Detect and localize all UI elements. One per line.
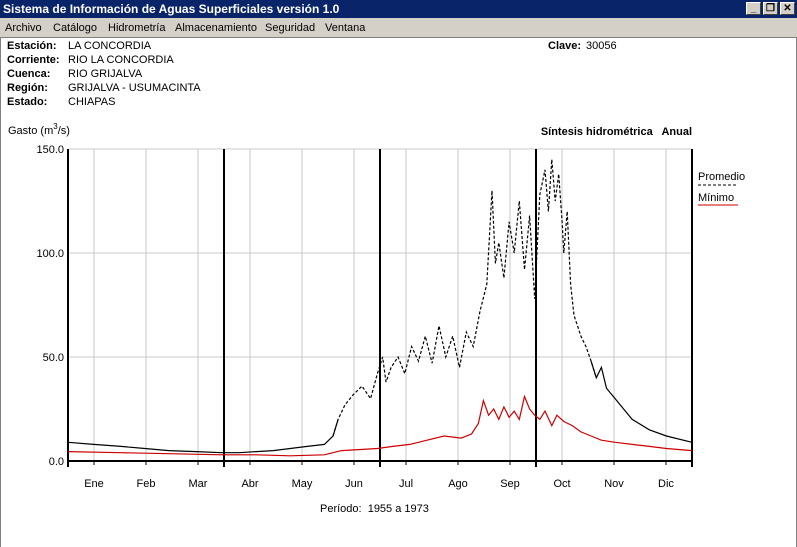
series-line-minimo (67, 394, 693, 457)
region-value: GRIJALVA - USUMACINTA (68, 82, 201, 94)
corriente-label: Corriente: (7, 54, 60, 66)
x-tick-label: Ago (448, 478, 468, 490)
y-axis-label: Gasto (m3/s) (8, 122, 70, 137)
menu-hidrometria[interactable]: Hidrometría (108, 22, 166, 34)
close-icon[interactable]: ✕ (780, 2, 795, 15)
chart-labels: 0.0 50.0 100.0 150.0 Ene Feb Mar Abr May Jun Jul Ag… (36, 144, 674, 490)
series-line-promedio (590, 361, 693, 443)
estacion-value: LA CONCORDIA (68, 40, 152, 52)
menu-archivo[interactable]: Archivo (5, 22, 42, 34)
series-line-promedio (332, 159, 597, 437)
legend-promedio: Promedio (698, 171, 745, 183)
clave-label: Clave: (548, 40, 582, 52)
cuenca-value: RIO GRIJALVA (68, 68, 143, 80)
period-label: Período: 1955 a 1973 (320, 503, 429, 515)
x-tick-label: Jun (345, 478, 363, 490)
y-tick-label: 50.0 (43, 352, 64, 364)
menu-bar: Archivo Catálogo Hidrometría Almacenamie… (0, 18, 797, 38)
menu-ventana[interactable]: Ventana (325, 22, 366, 34)
hydrometric-chart: 0.0 50.0 100.0 150.0 Ene Feb Mar Abr May Jun Jul Ag… (8, 122, 745, 515)
chart-axes (67, 149, 693, 467)
x-tick-label: Mar (189, 478, 208, 490)
chart-series (67, 159, 693, 457)
x-tick-label: Oct (553, 478, 570, 490)
x-tick-label: Ene (84, 478, 104, 490)
menu-seguridad[interactable]: Seguridad (265, 22, 316, 34)
x-tick-label: Nov (604, 478, 624, 490)
window-title: Sistema de Información de Aguas Superfic… (3, 2, 340, 16)
estado-label: Estado: (7, 96, 48, 108)
cuenca-label: Cuenca: (7, 68, 51, 80)
restore-icon[interactable]: ❐ (763, 2, 778, 15)
estacion-label: Estación: (7, 40, 57, 52)
x-tick-label: Sep (500, 478, 520, 490)
title-bar: Sistema de Información de Aguas Superfic… (0, 0, 797, 18)
region-label: Región: (7, 82, 48, 94)
y-tick-label: 0.0 (49, 456, 64, 468)
corriente-value: RIO LA CONCORDIA (68, 54, 174, 66)
menu-catalogo[interactable]: Catálogo (53, 22, 98, 34)
minimize-icon[interactable]: _ (746, 2, 761, 15)
x-tick-label: May (292, 478, 313, 490)
series-line-promedio (67, 419, 339, 454)
estado-value: CHIAPAS (68, 96, 116, 108)
clave-value: 30056 (586, 40, 617, 52)
legend-minimo: Mínimo (698, 192, 734, 204)
y-tick-label: 150.0 (36, 144, 64, 156)
chart-window-content: Estación: LA CONCORDIA Corriente: RIO LA… (0, 38, 797, 547)
menu-almacenamiento[interactable]: Almacenamiento (175, 22, 257, 34)
x-tick-label: Abr (241, 478, 258, 490)
y-tick-label: 100.0 (36, 248, 64, 260)
x-tick-label: Feb (137, 478, 156, 490)
x-tick-label: Dic (658, 478, 674, 490)
chart-title: Síntesis hidrométrica Anual (541, 126, 692, 138)
x-tick-label: Jul (399, 478, 413, 490)
